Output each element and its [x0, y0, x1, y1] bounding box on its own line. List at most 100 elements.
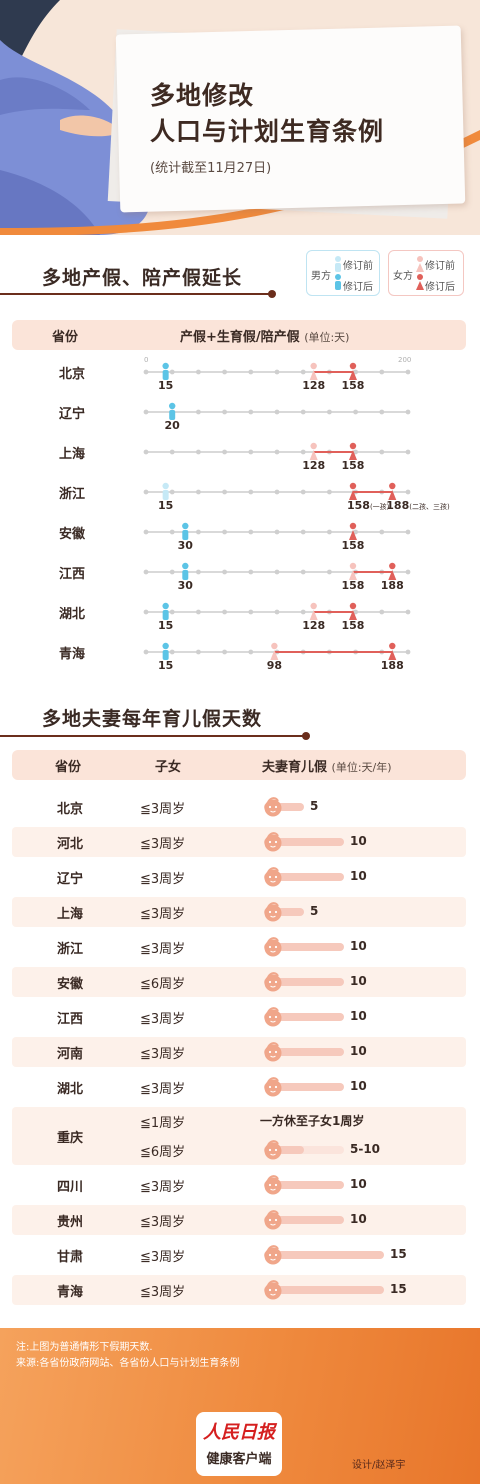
- chart1-tick-dot: [222, 449, 228, 455]
- chart1-tick-dot: [405, 609, 411, 615]
- chart1-tick-dot: [248, 369, 254, 375]
- chart2-age-label: ≦3周岁: [140, 802, 186, 817]
- chart2-bar-range: [264, 1146, 304, 1154]
- chart1-header-measure: 产假+生育假/陪产假 (单位:天): [180, 326, 349, 345]
- chart1-male-value: 15: [157, 499, 174, 512]
- chart2-header-children: 子女: [155, 760, 182, 775]
- chart1-tick-dot: [353, 609, 358, 615]
- baby-face-icon: [264, 1140, 282, 1160]
- chart2-province-label: 湖北: [56, 1082, 83, 1097]
- chart2-note-label: 一方休至子女1周岁: [260, 1114, 365, 1128]
- chart1-female-before-value: 128: [302, 379, 326, 392]
- chart1-tick-dot: [222, 369, 228, 375]
- chart2-bar: [264, 1286, 384, 1294]
- male-after-marker: [182, 522, 189, 540]
- chart2-row-bg: [12, 1107, 466, 1165]
- chart1-tick-dot: [274, 529, 280, 535]
- chart1-female-after-number: 158: [341, 459, 365, 472]
- male-after-marker: [162, 602, 169, 620]
- chart1-header-unit: (单位:天): [304, 331, 350, 344]
- chart2-age-label: ≦3周岁: [140, 1082, 186, 1097]
- chart1-tick-dot: [196, 609, 201, 615]
- chart2-province-label: 河北: [56, 837, 83, 852]
- chart1-tick-dot: [274, 489, 280, 495]
- chart1-tick-dot: [274, 569, 280, 575]
- chart1-tick-dot: [169, 449, 175, 455]
- chart1-female-after-number: 158: [341, 619, 365, 632]
- chart1-tick-dot: [300, 609, 306, 615]
- chart1-tick-dot: [222, 649, 228, 655]
- chart2-age-label: ≦3周岁: [140, 1215, 186, 1230]
- chart1-tick-dot: [248, 529, 254, 535]
- chart1-tick-dot: [327, 569, 332, 575]
- chart2-province-label: 北京: [56, 802, 83, 817]
- chart1-tick-dot: [143, 409, 149, 415]
- female-after-marker: [348, 362, 357, 380]
- chart2-bar-range-light: [264, 1146, 344, 1154]
- legend-female-label: 女方: [393, 271, 413, 282]
- chart2-value-label: 10: [350, 1079, 367, 1093]
- chart1-female-after-value: 188: [381, 659, 404, 672]
- chart2-province-label: 安徽: [56, 977, 83, 992]
- chart1-tick-dot: [327, 529, 332, 535]
- legend-male-icons: [335, 256, 341, 290]
- chart2-province-label: 四川: [56, 1180, 83, 1195]
- footer-note: 注:上图为普通情形下假期天数.: [16, 1342, 153, 1353]
- chart1-header-bar: [12, 320, 466, 350]
- chart2-value-label: 5: [310, 799, 319, 813]
- chart2-province-label: 重庆: [56, 1131, 83, 1146]
- legend-female: 女方 修订前 修订后: [388, 250, 464, 296]
- chart1-tick-dot: [274, 609, 280, 615]
- page-title-line2: 人口与计划生育条例: [150, 117, 385, 146]
- baby-face-icon: [264, 832, 282, 852]
- chart1-male-value: 15: [157, 619, 174, 632]
- chart2-age-label: ≦3周岁: [140, 907, 186, 922]
- chart1-province-label: 青海: [58, 647, 85, 662]
- female-before-marker: [348, 562, 357, 580]
- chart2-age-label: ≦3周岁: [140, 837, 186, 852]
- peoples-daily-logo: 人民日报 健康客户端: [196, 1412, 282, 1476]
- female-after-marker: [348, 442, 357, 460]
- chart1-tick-dot: [405, 529, 411, 535]
- chart2-row-bg: [12, 897, 466, 927]
- chart1-tick-dot: [196, 649, 201, 655]
- chart2-header-unit: (单位:天/年): [331, 761, 392, 774]
- chart1-tick-dot: [353, 529, 358, 535]
- chart1-tick-dot: [405, 409, 411, 415]
- female-before-marker: [309, 362, 318, 380]
- orange-swoosh: [0, 130, 480, 235]
- chart2-value-label: 10: [350, 1212, 367, 1226]
- chart2-province-label: 辽宁: [56, 872, 83, 887]
- section2-underline: [0, 735, 306, 737]
- chart1-tick-dot: [248, 409, 254, 415]
- chart2-province-label: 贵州: [56, 1215, 83, 1230]
- female-after-marker: [348, 602, 357, 620]
- female-after-marker: [388, 642, 397, 660]
- chart1-female-before-value: 158: [341, 579, 365, 592]
- legend-male-label: 男方: [311, 271, 331, 282]
- chart2-bar: [264, 908, 304, 916]
- chart1-tick-dot: [248, 649, 254, 655]
- chart2-age-label: ≦3周岁: [140, 872, 186, 887]
- baby-face-icon: [264, 1280, 282, 1300]
- chart1-tick-dot: [143, 489, 149, 495]
- chart1-tick-dot: [169, 569, 175, 575]
- chart2-value-label: 10: [350, 834, 367, 848]
- chart2-province-label: 江西: [56, 1012, 83, 1027]
- chart1-tick-dot: [353, 409, 358, 415]
- chart1-female-after-note: (一孩): [369, 503, 390, 511]
- male-after-marker: [182, 562, 189, 580]
- chart1-tick-dot: [169, 529, 175, 535]
- chart2-province-label: 上海: [56, 907, 83, 922]
- chart1-header-province: 省份: [52, 330, 79, 345]
- chart1-male-value: 15: [157, 659, 174, 672]
- baby-face-icon: [264, 797, 282, 817]
- chart1-male-value: 15: [157, 379, 174, 392]
- male-after-marker: [162, 362, 169, 380]
- chart2-value-label: 10: [350, 1009, 367, 1023]
- chart1-tick-dot: [222, 569, 228, 575]
- chart1-tick-dot: [169, 649, 175, 655]
- chart1-tick-dot: [143, 449, 149, 455]
- chart2-bar: [264, 873, 344, 881]
